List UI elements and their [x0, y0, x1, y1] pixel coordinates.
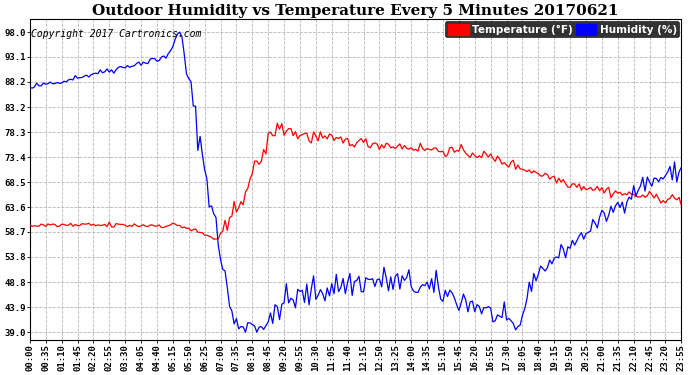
- Title: Outdoor Humidity vs Temperature Every 5 Minutes 20170621: Outdoor Humidity vs Temperature Every 5 …: [92, 4, 619, 18]
- Legend: Temperature (°F), Humidity (%): Temperature (°F), Humidity (%): [445, 21, 679, 38]
- Text: Copyright 2017 Cartronics.com: Copyright 2017 Cartronics.com: [31, 29, 201, 39]
